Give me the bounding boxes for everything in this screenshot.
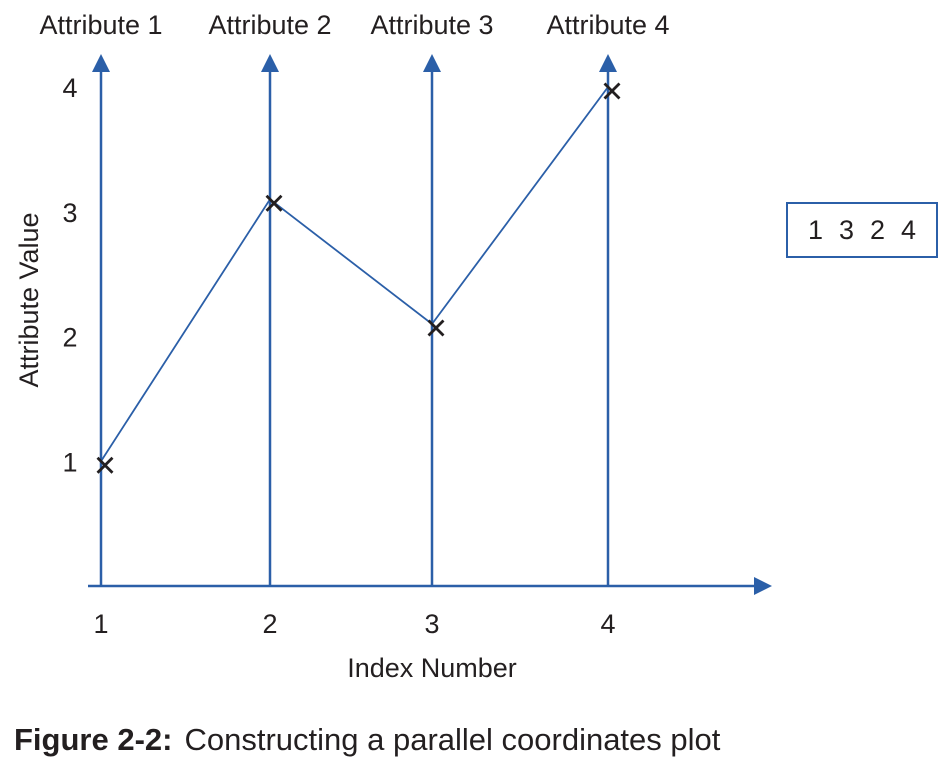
marker-stroke: [603, 82, 621, 100]
parallel-axis-arrowhead: [423, 54, 441, 72]
axis-title: Attribute 1: [39, 10, 162, 40]
caption-text: Constructing a parallel coordinates plot: [184, 722, 721, 757]
record-box: 1 3 2 4: [786, 202, 938, 258]
y-tick-label: 1: [62, 447, 77, 477]
y-tick-label: 3: [62, 198, 77, 228]
record-value: 3: [838, 214, 854, 245]
parallel-axis-arrowhead: [261, 54, 279, 72]
parallel-axis-arrowhead: [92, 54, 110, 72]
x-tick-label: 2: [262, 609, 277, 639]
y-tick-label: 2: [62, 323, 77, 353]
axis-title: Attribute 3: [370, 10, 493, 40]
y-tick-label: 4: [62, 73, 77, 103]
data-point-marker: [603, 82, 621, 100]
data-point-marker: [265, 194, 283, 212]
x-tick-label: 3: [424, 609, 439, 639]
marker-stroke: [427, 319, 445, 337]
marker-stroke: [265, 194, 283, 212]
marker-stroke: [96, 456, 114, 474]
parallel-axis-arrowhead: [599, 54, 617, 72]
record-value: 2: [870, 214, 886, 245]
record-value: 1: [807, 214, 823, 245]
record-value: 4: [901, 214, 917, 245]
x-tick-label: 1: [93, 609, 108, 639]
y-axis-label: Attribute Value: [14, 212, 44, 387]
figure-caption: Figure 2-2: Constructing a parallel coord…: [14, 722, 720, 758]
data-point-marker: [96, 456, 114, 474]
data-point-marker: [427, 319, 445, 337]
series-line: [100, 86, 609, 462]
caption-label: Figure 2-2:: [14, 722, 173, 757]
x-axis-label: Index Number: [347, 653, 517, 683]
axis-title: Attribute 4: [546, 10, 669, 40]
x-axis-arrowhead: [754, 577, 772, 595]
x-tick-label: 4: [600, 609, 615, 639]
axis-title: Attribute 2: [208, 10, 331, 40]
